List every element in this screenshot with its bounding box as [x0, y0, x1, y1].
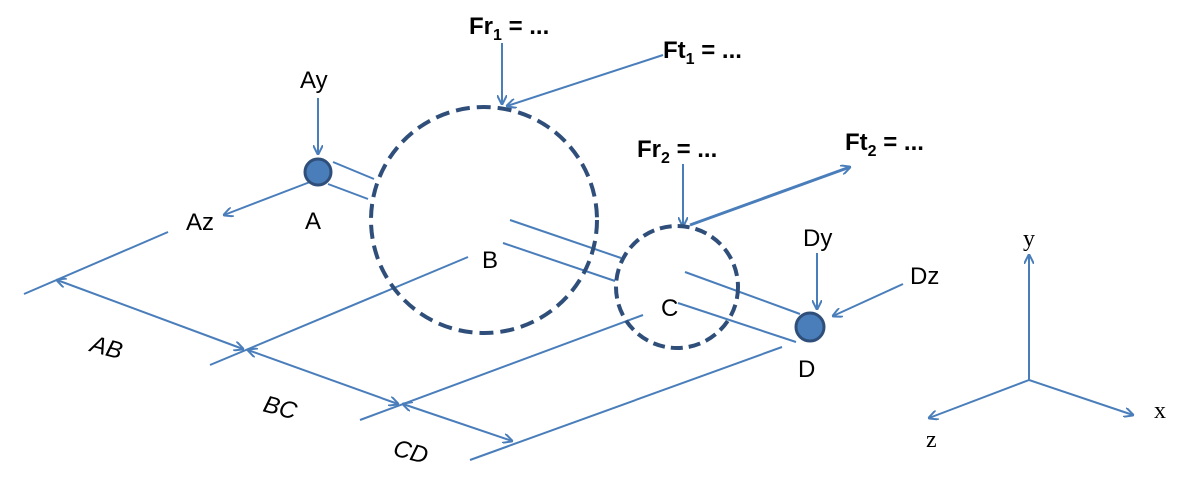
ay-label: Ay: [300, 67, 328, 94]
dy-label: Dy: [803, 225, 832, 252]
dz-arrow: [833, 283, 904, 316]
dim-ab-label: AB: [86, 330, 126, 365]
dim-bc-label: BC: [260, 391, 300, 426]
ft1-label: Ft1 = ...: [663, 37, 742, 68]
point-c-label: C: [661, 295, 678, 322]
bearing-a: [303, 157, 333, 187]
bearing-d: [794, 311, 826, 343]
az-label: Az: [186, 209, 214, 236]
point-d-label: D: [798, 356, 815, 383]
point-a-label: A: [305, 208, 321, 235]
ft2-label: Ft2 = ...: [845, 129, 924, 160]
axis-z-label: z: [926, 427, 937, 453]
dimension-bc: [248, 350, 398, 404]
fr1-label: Fr1 = ...: [469, 13, 549, 44]
shaft-cd-bottom: [677, 302, 797, 343]
point-b-label: B: [482, 247, 498, 274]
shaft-a-bottom: [327, 183, 369, 200]
ft1-arrow: [507, 54, 664, 106]
shaft-bc-bottom: [502, 242, 616, 282]
axis-y-label: y: [1023, 226, 1035, 252]
extension-line-a: [23, 231, 169, 295]
shaft-cd-top: [684, 271, 801, 315]
axis-x: [1028, 379, 1133, 415]
dimension-cd: [403, 404, 512, 441]
dz-label: Dz: [910, 263, 939, 290]
shaft-bc-top: [509, 219, 622, 259]
az-arrow: [224, 181, 311, 215]
gear-2: [614, 224, 740, 350]
extension-line-b: [209, 256, 469, 366]
axis-x-label: x: [1154, 398, 1166, 424]
axis-z: [929, 379, 1030, 418]
ft2-arrow: [689, 167, 850, 227]
extension-line-d: [469, 346, 783, 461]
fr2-label: Fr2 = ...: [637, 136, 717, 167]
dimension-ab: [57, 280, 243, 349]
dim-cd-label: CD: [390, 435, 430, 470]
shaft-a-top: [332, 161, 375, 180]
gear-1: [369, 105, 599, 335]
